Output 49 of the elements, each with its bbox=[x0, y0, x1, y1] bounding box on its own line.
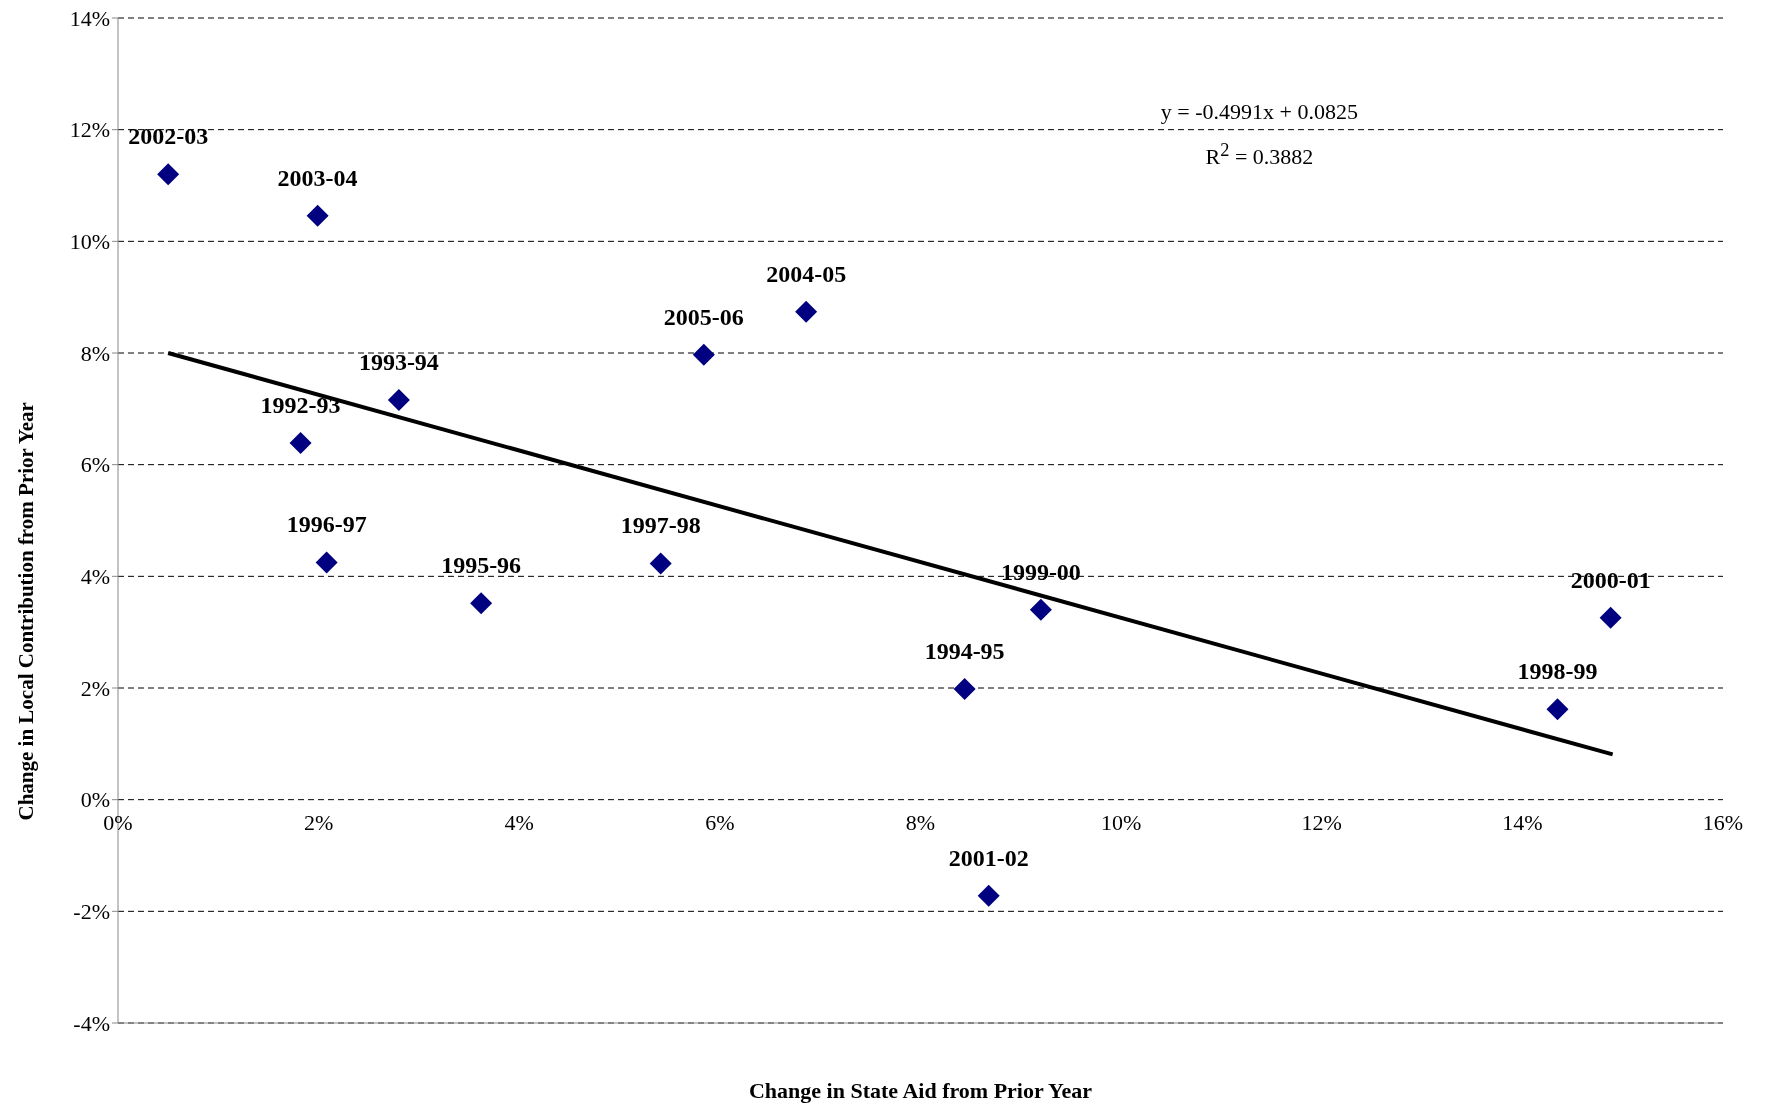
annotation: 2003-04 bbox=[277, 164, 358, 191]
y-tick-label: 6% bbox=[80, 452, 110, 478]
annotation: 1998-99 bbox=[1517, 658, 1598, 685]
point bbox=[157, 163, 180, 186]
x-tick-label: 8% bbox=[905, 809, 936, 835]
annotation: 1993-94 bbox=[358, 348, 439, 375]
annotation: y = -0.4991x + 0.0825 bbox=[1160, 98, 1358, 126]
x-tick-label: 16% bbox=[1702, 809, 1744, 835]
y-tick-label: 10% bbox=[69, 229, 110, 255]
annotation: 1992-93 bbox=[260, 391, 341, 418]
point bbox=[953, 678, 976, 701]
y-tick-label: -2% bbox=[73, 899, 110, 925]
annotation: R$^{2}$ = 0.3882 bbox=[1204, 139, 1315, 172]
point bbox=[470, 592, 493, 615]
point bbox=[1029, 598, 1052, 621]
annotation: 1999-00 bbox=[1000, 558, 1081, 585]
annotation: 2000-01 bbox=[1570, 566, 1651, 593]
point bbox=[1546, 698, 1569, 721]
annotation: 1997-98 bbox=[620, 512, 701, 539]
x-tick-label: 2% bbox=[303, 809, 334, 835]
annotation: 1994-95 bbox=[924, 638, 1005, 665]
y-tick-label: 14% bbox=[69, 5, 110, 31]
x-tick-label: 12% bbox=[1301, 809, 1342, 835]
y-tick-label: 8% bbox=[80, 340, 110, 366]
y-tick-label: 2% bbox=[80, 675, 110, 701]
y-tick-label: -4% bbox=[73, 1010, 110, 1036]
point bbox=[387, 388, 410, 411]
point bbox=[977, 884, 1000, 907]
x-tick-label: 14% bbox=[1502, 809, 1543, 835]
point bbox=[315, 551, 338, 574]
point bbox=[306, 204, 329, 227]
x-tick-label: 10% bbox=[1100, 809, 1142, 835]
point bbox=[289, 431, 312, 454]
x-axis-title: Change in State Aid from Prior Year bbox=[748, 1078, 1093, 1103]
point bbox=[795, 300, 818, 323]
y-axis-title: Change in Local Contribution from Prior Year bbox=[14, 402, 39, 821]
annotation: 2005-06 bbox=[663, 303, 744, 330]
annotation: 2001-02 bbox=[948, 844, 1029, 871]
point bbox=[692, 343, 715, 366]
point bbox=[649, 552, 672, 575]
x-tick-label: 6% bbox=[705, 809, 735, 835]
point bbox=[1599, 606, 1622, 629]
annotation: 2004-05 bbox=[766, 260, 847, 287]
y-tick-label: 12% bbox=[69, 117, 110, 143]
annotation: 1995-96 bbox=[441, 552, 522, 579]
annotation: 2002-03 bbox=[128, 123, 209, 150]
y-tick-label: 4% bbox=[80, 564, 110, 590]
annotation: 1996-97 bbox=[286, 511, 367, 538]
x-tick-label: 4% bbox=[504, 809, 534, 835]
